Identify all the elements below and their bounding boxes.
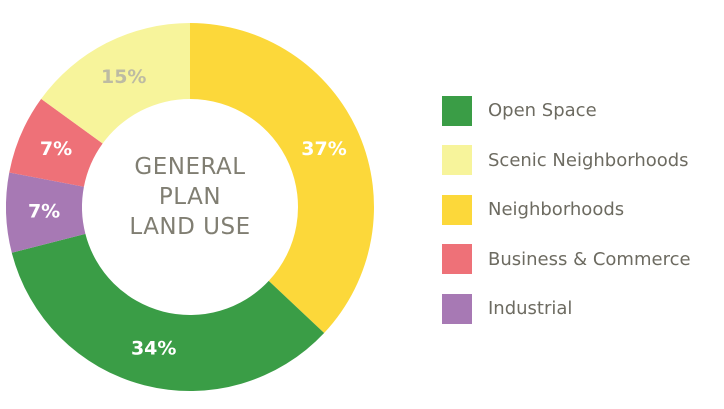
chart-legend: Open Space Scenic Neighborhoods Neighbor… <box>442 86 691 334</box>
slice-label-neighborhoods: 37% <box>301 138 346 160</box>
legend-swatch-scenic-neighborhoods <box>442 145 472 176</box>
legend-swatch-business-commerce <box>442 244 472 275</box>
legend-label-open-space: Open Space <box>488 100 597 122</box>
center-title-line-1: GENERAL <box>134 154 246 180</box>
legend-item-open-space: Open Space <box>442 86 691 136</box>
slice-label-business-commerce: 7% <box>40 138 72 160</box>
legend-swatch-neighborhoods <box>442 194 472 225</box>
legend-item-neighborhoods: Neighborhoods <box>442 185 691 235</box>
legend-label-business-commerce: Business & Commerce <box>488 248 691 270</box>
legend-swatch-open-space <box>442 95 472 126</box>
legend-item-business-commerce: Business & Commerce <box>442 235 691 285</box>
center-title-line-3: LAND USE <box>129 214 251 240</box>
slice-label-open-space: 34% <box>131 337 176 359</box>
chart-center-title: GENERAL PLAN LAND USE <box>97 152 283 242</box>
slice-label-scenic-neighborhoods: 15% <box>101 66 146 88</box>
slice-business-commerce <box>9 98 103 187</box>
legend-swatch-industrial <box>442 293 472 324</box>
slice-scenic-neighborhoods <box>41 23 191 144</box>
legend-item-industrial: Industrial <box>442 284 691 334</box>
legend-item-scenic-neighborhoods: Scenic Neighborhoods <box>442 136 691 186</box>
legend-label-neighborhoods: Neighborhoods <box>488 199 625 221</box>
slice-industrial <box>5 172 86 253</box>
center-title-line-2: PLAN <box>158 184 222 210</box>
slice-open-space <box>11 233 325 392</box>
legend-label-industrial: Industrial <box>488 298 573 320</box>
slice-label-industrial: 7% <box>28 201 60 223</box>
slice-neighborhoods <box>190 23 374 333</box>
legend-label-scenic-neighborhoods: Scenic Neighborhoods <box>488 149 689 171</box>
